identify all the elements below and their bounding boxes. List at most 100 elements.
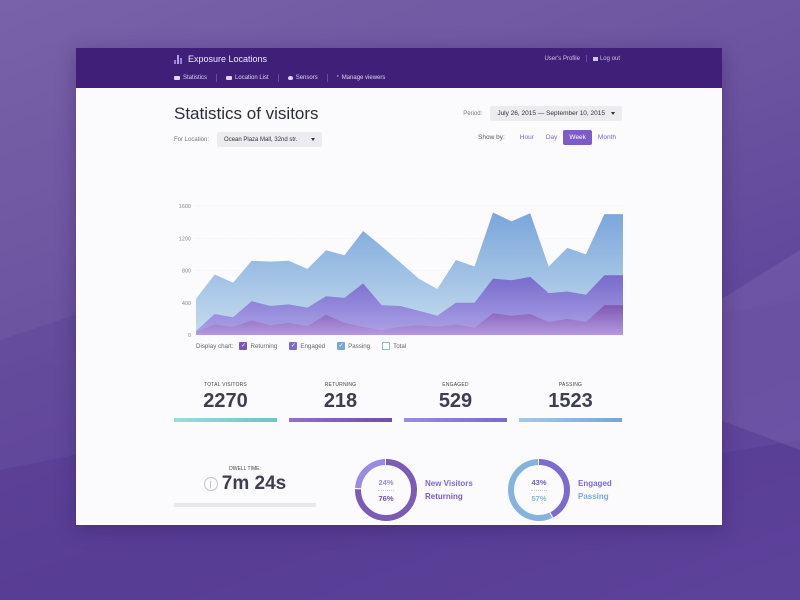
list-icon — [226, 76, 233, 80]
svg-text:400: 400 — [182, 301, 191, 307]
nav-divider — [326, 74, 328, 82]
legend-item-label: Engaged — [300, 342, 326, 350]
show-by-hour[interactable]: Hour — [519, 134, 534, 141]
show-by-label: Show by: — [478, 134, 505, 141]
legend-item-label: Total — [393, 342, 407, 350]
legend-engaged[interactable]: ✓ Engaged — [289, 342, 325, 350]
chevron-down-icon — [311, 138, 316, 141]
stat-passing: Passing 1523 — [519, 382, 622, 422]
stat-value: 529 — [438, 390, 473, 412]
legend-passing[interactable]: ✓ Passing — [337, 342, 370, 350]
stat-label: Returning — [324, 382, 357, 388]
donut-top-label: New Visitors — [425, 479, 473, 488]
donut-bottom-pct: 76% — [378, 493, 394, 503]
nav-divider — [216, 74, 218, 82]
dwell-time: Dwell time: 7m 24s — [174, 466, 316, 507]
chart-legend: Display chart: ✓ Returning ✓ Engaged ✓ Pass… — [196, 342, 412, 350]
main-content: Statistics of visitors For Location: Oce… — [76, 88, 722, 525]
svg-text:1200: 1200 — [179, 236, 191, 242]
svg-text:0: 0 — [188, 333, 191, 339]
stat-bar — [289, 418, 392, 422]
clock-icon — [203, 477, 218, 491]
nav-divider — [277, 74, 279, 82]
svg-text:800: 800 — [182, 269, 191, 275]
donut-bottom-label: Passing — [578, 492, 609, 501]
app-window: Exposure Locations Statistics Location L… — [76, 48, 722, 525]
stat-label: Engaged — [442, 382, 469, 388]
nav-label: Statistics — [183, 75, 208, 81]
donut-top-pct: 43% — [531, 477, 547, 487]
show-by-day[interactable]: Day — [545, 134, 558, 141]
legend-item-label: Passing — [348, 342, 371, 350]
user-profile-link[interactable]: User's Profile — [544, 55, 580, 62]
user-menu: User's Profile Log out — [544, 55, 620, 62]
nav-label: Manage viewers — [341, 75, 386, 81]
nav-item-sensors[interactable]: Sensors — [279, 75, 327, 81]
stat-value: 218 — [323, 390, 358, 412]
top-navigation-bar: Exposure Locations Statistics Location L… — [76, 48, 722, 88]
user-divider — [585, 55, 587, 62]
checkbox-checked-icon[interactable]: ✓ — [289, 342, 298, 350]
donut-top-pct: 24% — [378, 477, 394, 487]
area-returning — [196, 305, 623, 335]
checkbox-checked-icon[interactable]: ✓ — [239, 342, 248, 350]
stat-label: Total visitors — [204, 382, 247, 388]
nav-item-location-list[interactable]: Location List — [217, 75, 278, 81]
visitors-area-chart: 0 400 800 1200 1600 — [179, 204, 623, 339]
stat-returning: Returning 218 — [289, 382, 392, 422]
location-value: Ocean Plaza Mall, 32nd str. — [224, 136, 298, 143]
main-nav: Statistics Location List Sensors * Manage… — [174, 74, 394, 82]
show-by-month[interactable]: Month — [597, 134, 616, 141]
chevron-down-icon — [611, 112, 615, 115]
dwell-value: 7m 24s — [221, 473, 287, 494]
app-title[interactable]: Exposure Locations — [188, 54, 268, 64]
sensor-icon — [287, 76, 293, 80]
period-filter: Period: July 26, 2015 — September 10, 20… — [463, 106, 622, 121]
stat-bar — [174, 418, 277, 422]
chart-icon — [174, 76, 180, 80]
legend-returning[interactable]: ✓ Returning — [239, 342, 277, 350]
donut-new-vs-returning: 24% 76% New Visitors Returning — [354, 458, 473, 522]
location-select[interactable]: Ocean Plaza Mall, 32nd str. — [217, 132, 323, 147]
period-label: Period: — [463, 110, 483, 117]
page-title: Statistics of visitors — [174, 104, 319, 123]
donut-top-label: Engaged — [578, 479, 612, 488]
stat-total-visitors: Total visitors 2270 — [174, 382, 277, 422]
donut-engaged-vs-passing: 43% 57% Engaged Passing — [507, 458, 612, 522]
show-by-toggle: Show by: Hour Day Week Month — [478, 130, 622, 145]
donut-chart — [355, 459, 417, 521]
show-by-week[interactable]: Week — [563, 130, 592, 145]
star-icon: * — [336, 75, 339, 81]
logout-label: Log out — [599, 55, 620, 62]
dwell-bar — [174, 503, 316, 507]
donut-bottom-label: Returning — [425, 492, 463, 501]
stat-label: Passing — [558, 382, 583, 388]
stat-value: 2270 — [203, 390, 248, 412]
stats-summary: Total visitors 2270 Returning 218 Engage… — [174, 382, 622, 422]
checkbox-checked-icon[interactable]: ✓ — [337, 342, 346, 350]
location-label: For Location: — [174, 136, 210, 143]
legend-total[interactable]: Total — [382, 342, 406, 350]
svg-text:1600: 1600 — [179, 204, 191, 210]
period-value: July 26, 2015 — September 10, 2015 — [497, 110, 605, 117]
checkbox-unchecked-icon[interactable] — [382, 342, 391, 350]
divider — [378, 489, 394, 491]
logo-bars-icon — [174, 54, 182, 64]
donut-bottom-pct: 57% — [531, 493, 547, 503]
donut-chart — [508, 459, 570, 521]
logout-icon — [592, 56, 598, 61]
legend-label: Display chart: — [196, 342, 234, 350]
location-filter: For Location: Ocean Plaza Mall, 32nd str… — [174, 132, 323, 147]
legend-item-label: Returning — [250, 342, 278, 350]
logout-link[interactable]: Log out — [592, 55, 620, 62]
period-select[interactable]: July 26, 2015 — September 10, 2015 — [490, 106, 622, 121]
nav-label: Sensors — [295, 75, 318, 81]
stat-value: 1523 — [548, 390, 593, 412]
stat-bar — [404, 418, 507, 422]
nav-label: Location List — [235, 75, 269, 81]
dwell-label: Dwell time: — [229, 466, 261, 472]
nav-item-manage-viewers[interactable]: * Manage viewers — [328, 75, 395, 81]
stat-bar — [519, 418, 622, 422]
nav-item-statistics[interactable]: Statistics — [174, 75, 216, 81]
stat-engaged: Engaged 529 — [404, 382, 507, 422]
